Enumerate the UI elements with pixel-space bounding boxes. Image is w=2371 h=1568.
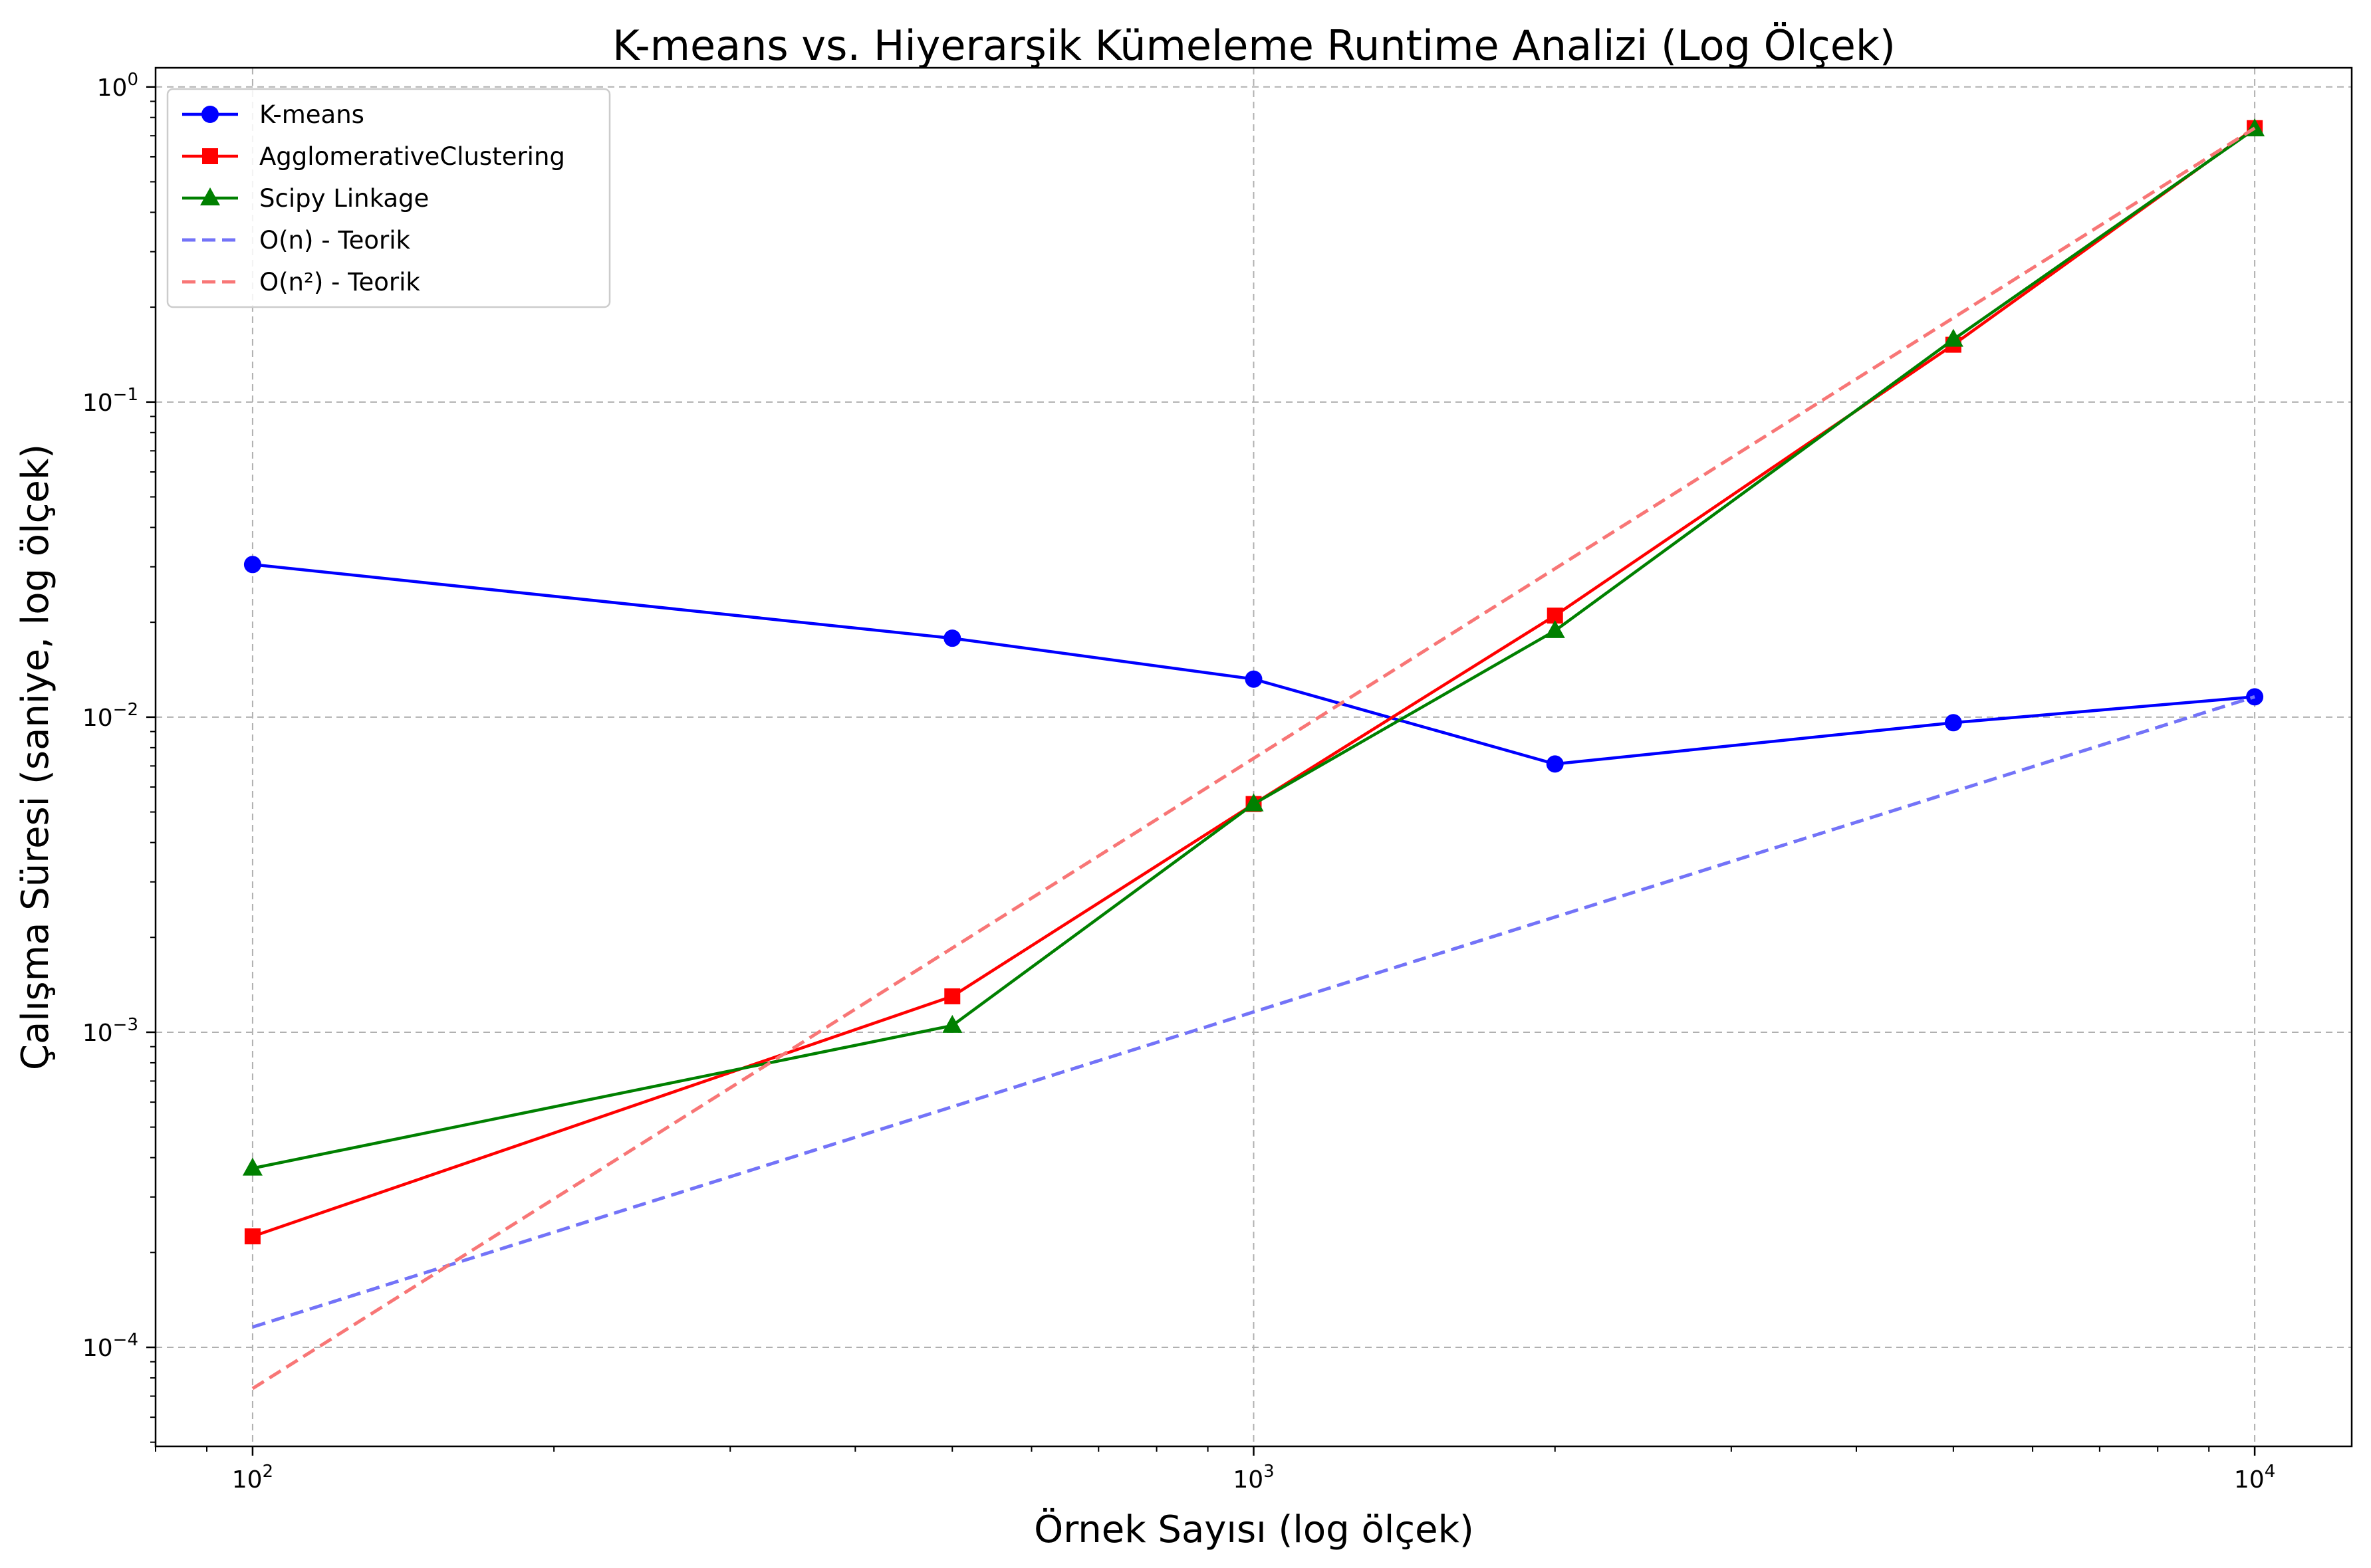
legend-swatch-marker bbox=[200, 187, 220, 205]
series-o-n-teorik bbox=[252, 695, 2255, 1329]
y-tick-exponent: −3 bbox=[113, 1015, 138, 1035]
y-tick-label: 100 bbox=[97, 70, 138, 102]
legend-label: K-means bbox=[259, 100, 364, 129]
series-line-o-n-teorik bbox=[252, 695, 2255, 1329]
y-tick-base: 10 bbox=[82, 1335, 113, 1362]
chart-title: K-means vs. Hiyerarşik Kümeleme Runtime … bbox=[612, 21, 1896, 70]
data-point-scipy-linkage bbox=[242, 1157, 263, 1176]
series-o-n-teorik bbox=[251, 126, 2256, 1391]
data-point-k-means bbox=[243, 556, 261, 574]
y-axis-label: Çalışma Süresi (saniye, log ölçek) bbox=[14, 444, 57, 1070]
y-tick-base: 10 bbox=[97, 74, 128, 102]
legend-label: Scipy Linkage bbox=[259, 184, 429, 213]
x-tick-label: 102 bbox=[232, 1462, 273, 1494]
x-tick-exponent: 4 bbox=[2265, 1462, 2276, 1482]
data-point-scipy-linkage bbox=[942, 1014, 963, 1033]
x-tick-base: 10 bbox=[2234, 1466, 2265, 1494]
series-line-scipy-linkage bbox=[252, 128, 2256, 1170]
data-point-k-means bbox=[1944, 714, 1962, 732]
x-tick-exponent: 3 bbox=[1263, 1462, 1275, 1482]
legend-label: O(n) - Teorik bbox=[259, 226, 411, 255]
data-point-scipy-linkage bbox=[1545, 619, 1565, 638]
series-line-agglomerativeclustering bbox=[252, 126, 2256, 1238]
legend-swatch-marker bbox=[201, 106, 219, 123]
y-tick-base: 10 bbox=[82, 1020, 113, 1047]
legend: K-means AgglomerativeClustering Scipy Link… bbox=[166, 88, 611, 308]
series-line-o-n-teorik bbox=[251, 126, 2256, 1391]
y-tick-base: 10 bbox=[82, 705, 113, 732]
legend-label: AgglomerativeClustering bbox=[259, 142, 565, 171]
legend-box bbox=[166, 88, 611, 308]
x-tick-base: 10 bbox=[1233, 1466, 1263, 1494]
y-tick-exponent: −1 bbox=[113, 385, 138, 405]
y-tick-label: 10−1 bbox=[82, 385, 138, 417]
x-tick-base: 10 bbox=[232, 1466, 263, 1494]
y-tick-label: 10−2 bbox=[82, 700, 138, 732]
data-point-k-means bbox=[1245, 670, 1263, 688]
x-tick-exponent: 2 bbox=[263, 1462, 274, 1482]
data-point-agglomerativeclustering bbox=[244, 1228, 261, 1245]
x-tick-label: 103 bbox=[1233, 1462, 1274, 1494]
y-tick-exponent: 0 bbox=[127, 70, 138, 90]
series-layer bbox=[242, 118, 2265, 1391]
data-point-agglomerativeclustering bbox=[944, 988, 961, 1004]
y-tick-label: 10−4 bbox=[82, 1330, 138, 1362]
y-tick-label: 10−3 bbox=[82, 1015, 138, 1047]
x-axis-label: Örnek Sayısı (log ölçek) bbox=[1034, 1508, 1474, 1551]
data-point-scipy-linkage bbox=[1243, 793, 1264, 812]
y-tick-exponent: −4 bbox=[113, 1330, 138, 1350]
x-tick-label: 104 bbox=[2234, 1462, 2275, 1494]
data-point-scipy-linkage bbox=[1943, 328, 1963, 347]
data-point-k-means bbox=[943, 629, 961, 647]
y-tick-exponent: −2 bbox=[113, 700, 138, 720]
legend-swatch-marker bbox=[202, 148, 218, 164]
legend-label: O(n²) - Teorik bbox=[259, 268, 420, 296]
data-point-k-means bbox=[1546, 755, 1564, 773]
y-tick-base: 10 bbox=[82, 390, 113, 417]
series-line-k-means bbox=[252, 563, 2255, 766]
series-k-means bbox=[243, 556, 2264, 773]
